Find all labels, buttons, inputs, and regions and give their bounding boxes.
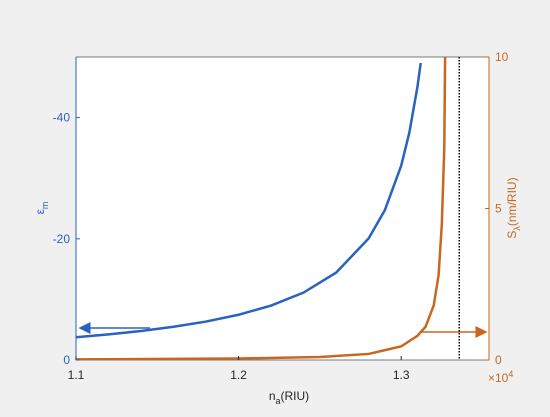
y2-tick-label: 10: [495, 50, 509, 64]
y-axis-label: εm: [33, 202, 50, 215]
series-line: [76, 57, 447, 360]
series-line: [76, 62, 422, 339]
y2-tick-label: 0: [495, 353, 502, 367]
x-tick-label: 1.1: [68, 368, 85, 382]
x-tick-label: 1.3: [393, 368, 410, 382]
y-tick-label: -40: [53, 111, 71, 125]
y2-axis-label: Sλ(nm/RIU): [505, 177, 522, 238]
x-tick-label: 1.2: [230, 368, 247, 382]
y2-multiplier: ×104: [488, 369, 513, 385]
x-axis-label: na(RIU): [269, 389, 309, 406]
y-tick-label: -20: [53, 232, 71, 246]
y-tick-label: 0: [63, 353, 70, 367]
plot-area: [75, 56, 490, 361]
y2-tick-label: 5: [495, 202, 502, 216]
